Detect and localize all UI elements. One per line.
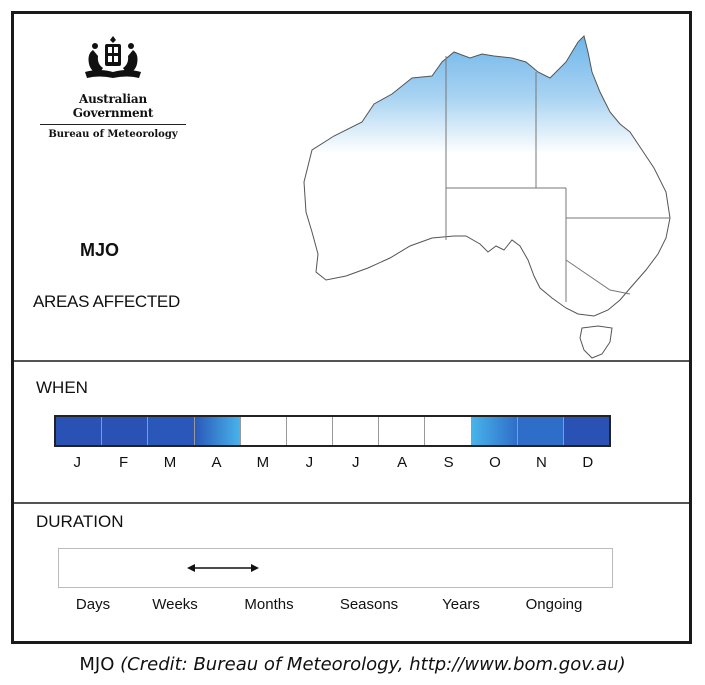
duration-label: Days — [75, 596, 111, 613]
month-label: M — [256, 454, 270, 471]
figure-caption: MJO (Credit: Bureau of Meteorology, http… — [0, 654, 705, 675]
month-label: A — [397, 454, 408, 471]
australia-map — [303, 35, 671, 359]
month-label: O — [489, 454, 501, 471]
caption-credit: (Credit: Bureau of Meteorology, http://w… — [120, 654, 626, 675]
month-cell — [425, 417, 472, 445]
duration-label: Ongoing — [525, 596, 583, 613]
bom-logo: Australian Government Bureau of Meteorol… — [40, 32, 186, 140]
month-cell — [471, 417, 518, 445]
duration-heading: DURATION — [36, 512, 124, 531]
caption-name: MJO — [79, 654, 115, 675]
month-label: N — [536, 454, 547, 471]
duration-label: Years — [442, 596, 480, 613]
coat-of-arms-icon — [85, 36, 141, 78]
month-label: J — [305, 454, 314, 471]
month-label: S — [443, 454, 454, 471]
when-heading: WHEN — [36, 378, 88, 397]
month-cell — [102, 417, 149, 445]
phenomenon-title: MJO — [80, 240, 120, 260]
duration-bar — [58, 548, 613, 588]
state-borders — [445, 56, 670, 302]
duration-label: Weeks — [152, 596, 198, 613]
month-label: F — [119, 454, 129, 471]
mainland-outline — [303, 35, 671, 317]
month-label: D — [582, 454, 594, 471]
month-label: A — [211, 454, 222, 471]
month-cell — [333, 417, 380, 445]
tasmania-outline — [579, 325, 613, 359]
areas-affected-label: AREAS AFFECTED — [33, 292, 180, 311]
month-cell — [286, 417, 334, 445]
month-cell — [379, 417, 426, 445]
month-cell — [148, 417, 195, 445]
month-cell — [563, 417, 610, 445]
bureau-label: Bureau of Meteorology — [48, 129, 178, 140]
month-bar — [54, 415, 611, 447]
government-label: Australian Government — [72, 92, 154, 120]
duration-label: Seasons — [339, 596, 399, 613]
info-card: Australian Government Bureau of Meteorol… — [11, 11, 692, 644]
month-label: J — [351, 454, 360, 471]
duration-range-arrow — [187, 564, 259, 572]
month-label: M — [163, 454, 177, 471]
month-label: J — [73, 454, 81, 471]
logo-divider — [40, 124, 186, 125]
divider-top — [14, 360, 689, 362]
divider-bottom — [14, 502, 689, 504]
month-cell — [56, 417, 103, 445]
month-cell — [194, 417, 241, 445]
duration-label: Months — [244, 596, 294, 613]
month-cell — [240, 417, 287, 445]
month-cell — [517, 417, 564, 445]
